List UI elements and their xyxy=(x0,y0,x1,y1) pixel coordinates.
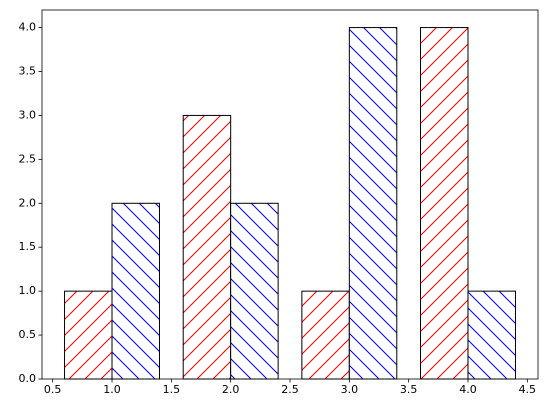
y-tick-label: 2.5 xyxy=(19,152,37,165)
x-tick-label: 0.5 xyxy=(44,383,62,396)
y-tick-label: 1.5 xyxy=(19,240,37,253)
bar xyxy=(230,202,279,380)
y-tick-label: 1.0 xyxy=(19,284,37,297)
x-tick-label: 1.5 xyxy=(163,383,181,396)
bar xyxy=(301,290,350,380)
y-tick-label: 2.0 xyxy=(19,196,37,209)
bar xyxy=(182,114,232,380)
x-tick-label: 4.0 xyxy=(459,383,477,396)
y-tick-label: 3.0 xyxy=(19,108,37,121)
y-tick-label: 4.0 xyxy=(19,21,37,34)
bar xyxy=(467,290,516,380)
x-tick-label: 3.0 xyxy=(341,383,359,396)
bar xyxy=(64,290,113,380)
bar xyxy=(111,202,160,380)
bar xyxy=(348,27,398,380)
bar xyxy=(420,27,469,380)
y-tick-label: 0.0 xyxy=(19,372,37,385)
x-tick-label: 3.5 xyxy=(400,383,418,396)
x-tick-label: 1.0 xyxy=(103,383,121,396)
x-tick-label: 2.0 xyxy=(222,383,240,396)
y-tick-label: 3.5 xyxy=(19,65,37,78)
y-tick-label: 0.5 xyxy=(19,328,37,341)
x-tick-label: 2.5 xyxy=(281,383,299,396)
x-tick-label: 4.5 xyxy=(519,383,537,396)
